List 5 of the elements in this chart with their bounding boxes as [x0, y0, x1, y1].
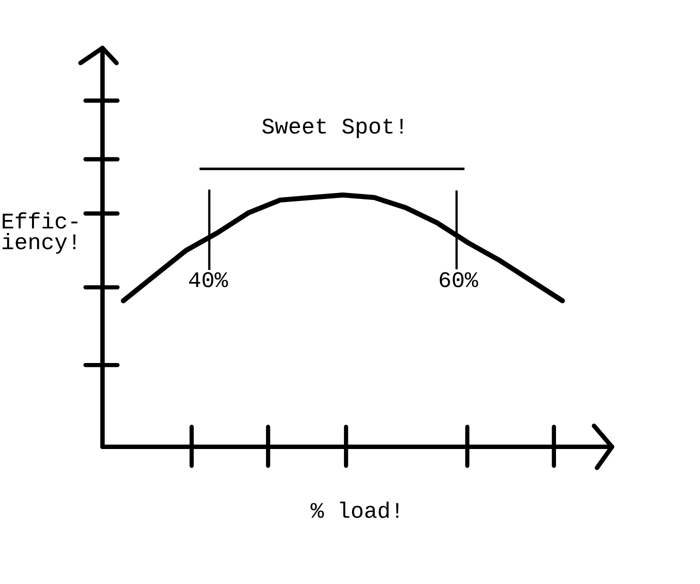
text: Sweet Spot!	[262, 118, 403, 138]
annotation: 40%	[189, 272, 228, 288]
x-axis-title: % load!	[310, 502, 398, 518]
annotation: 60%	[440, 272, 478, 288]
y-axis-title: Effic- iency!	[2, 212, 78, 254]
